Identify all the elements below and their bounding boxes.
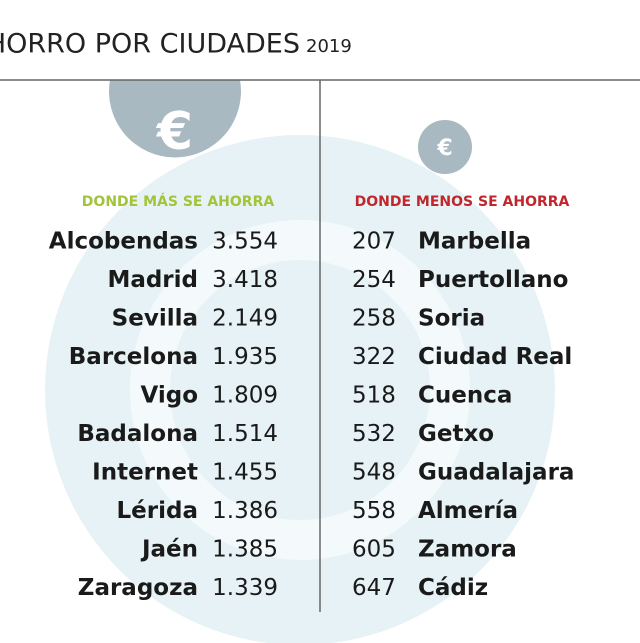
watermark-ring — [130, 220, 470, 560]
amount: 548 — [352, 460, 396, 486]
amount: 532 — [352, 421, 396, 447]
euro-icon: € — [156, 102, 193, 162]
city: Zaragoza — [78, 575, 198, 601]
amount: 647 — [352, 575, 396, 601]
city: Internet — [92, 460, 198, 486]
city: Ciudad Real — [418, 344, 572, 370]
amount: 207 — [352, 229, 396, 255]
city: Sevilla — [112, 306, 198, 332]
amount: 322 — [352, 344, 396, 370]
coin-small — [418, 120, 472, 174]
amount: 605 — [352, 537, 396, 563]
city: Jaén — [140, 537, 198, 563]
city: Barcelona — [69, 344, 198, 370]
coin-large — [109, 80, 242, 158]
city: Guadalajara — [418, 460, 574, 486]
amount: 1.809 — [212, 383, 278, 409]
city: Vigo — [140, 383, 198, 409]
amount: 1.339 — [212, 575, 278, 601]
column-heading: DONDE MENOS SE AHORRA — [355, 194, 570, 210]
amount: 1.514 — [212, 421, 278, 447]
title: AHORRO POR CIUDADES — [0, 29, 300, 60]
city: Cádiz — [418, 575, 488, 601]
amount: 258 — [352, 306, 396, 332]
amount: 518 — [352, 383, 396, 409]
city: Lérida — [117, 498, 198, 524]
city: Soria — [418, 306, 485, 332]
euro-icon: € — [436, 136, 452, 161]
city: Marbella — [418, 229, 531, 255]
city: Puertollano — [418, 267, 568, 293]
amount: 254 — [352, 267, 396, 293]
amount: 558 — [352, 498, 396, 524]
city: Madrid — [107, 267, 198, 293]
city: Zamora — [418, 537, 517, 563]
amount: 3.554 — [212, 229, 278, 255]
watermark — [45, 135, 555, 643]
amount: 1.455 — [212, 460, 278, 486]
city: Almería — [418, 498, 518, 524]
city: Cuenca — [418, 383, 512, 409]
city: Getxo — [418, 421, 494, 447]
city: Alcobendas — [49, 229, 198, 255]
amount: 2.149 — [212, 306, 278, 332]
amount: 1.935 — [212, 344, 278, 370]
amount: 1.385 — [212, 537, 278, 563]
city: Badalona — [77, 421, 198, 447]
column-heading: DONDE MÁS SE AHORRA — [82, 193, 275, 210]
amount: 3.418 — [212, 267, 278, 293]
amount: 1.386 — [212, 498, 278, 524]
year: 2019 — [306, 36, 352, 57]
